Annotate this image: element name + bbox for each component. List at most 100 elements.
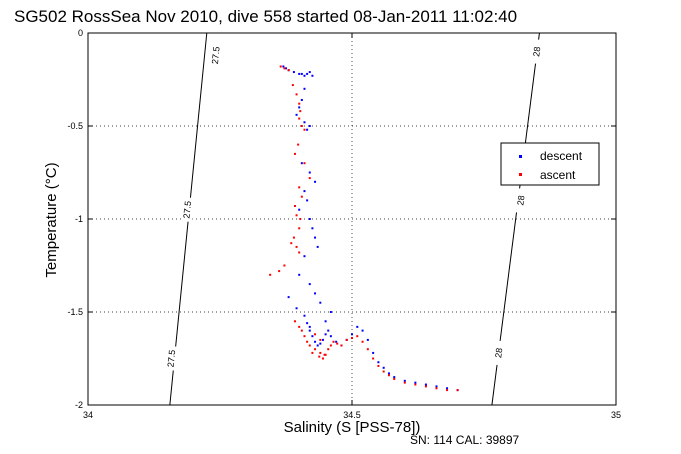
point-descent — [321, 338, 324, 341]
contour-label-bg — [531, 39, 542, 64]
point-descent — [282, 65, 285, 68]
point-descent — [287, 296, 290, 299]
legend-entry-ascent: ascent — [540, 168, 576, 182]
y-tick-label: -1 — [75, 214, 83, 224]
point-descent — [300, 98, 303, 101]
point-descent — [319, 342, 322, 345]
point-descent — [356, 325, 359, 328]
point-ascent — [351, 337, 353, 340]
point-descent — [303, 314, 306, 317]
point-ascent — [393, 377, 396, 380]
point-ascent — [345, 338, 348, 341]
point-ascent — [298, 325, 301, 328]
point-descent — [303, 255, 306, 258]
point-descent — [351, 333, 353, 336]
y-tick-label: 0 — [78, 28, 83, 38]
point-ascent — [319, 351, 322, 354]
point-ascent — [314, 333, 317, 336]
contour-label: 28 — [515, 195, 526, 206]
point-descent — [382, 366, 385, 369]
point-descent — [303, 190, 306, 193]
point-ascent — [287, 69, 290, 72]
point-descent — [292, 71, 295, 74]
point-ascent — [387, 374, 390, 377]
point-ascent — [372, 357, 375, 360]
point-descent — [314, 340, 317, 343]
point-descent — [308, 171, 311, 174]
point-ascent — [403, 381, 406, 384]
point-descent — [316, 245, 319, 248]
point-descent — [435, 385, 438, 388]
point-ascent — [435, 387, 438, 390]
point-ascent — [279, 65, 282, 68]
point-ascent — [278, 270, 281, 273]
point-ascent — [290, 242, 293, 245]
point-descent — [324, 333, 327, 336]
point-descent — [314, 180, 317, 183]
point-ascent — [329, 344, 332, 347]
point-descent — [306, 128, 309, 131]
point-ascent — [298, 251, 301, 254]
point-ascent — [291, 84, 294, 87]
point-descent — [306, 72, 309, 75]
point-descent — [335, 340, 338, 343]
point-ascent — [283, 67, 286, 70]
point-ascent — [382, 370, 385, 373]
point-descent — [314, 292, 317, 295]
point-descent — [387, 372, 390, 375]
point-ascent — [314, 348, 317, 351]
point-descent — [361, 329, 364, 332]
point-descent — [393, 376, 396, 379]
point-ascent — [297, 143, 300, 146]
legend-marker-descent — [519, 155, 522, 158]
density-contours: 27.5 27.5 27.5 28 28 28 — [166, 32, 542, 406]
point-descent — [327, 329, 330, 332]
point-ascent — [298, 186, 301, 189]
point-ascent — [298, 117, 301, 120]
contour-label: 27.5 — [166, 349, 178, 367]
point-descent — [308, 329, 311, 332]
point-descent — [314, 236, 317, 239]
point-descent — [298, 72, 301, 75]
point-descent — [446, 387, 449, 390]
point-ascent — [446, 389, 449, 392]
point-descent — [303, 74, 306, 77]
point-ascent — [340, 344, 343, 347]
point-ascent — [318, 355, 321, 358]
contour-label: 28 — [493, 347, 504, 358]
point-descent — [303, 87, 306, 90]
point-ascent — [321, 357, 324, 360]
point-descent — [316, 344, 319, 347]
chart-title: SG502 RossSea Nov 2010, dive 558 started… — [14, 7, 517, 26]
point-ascent — [300, 329, 303, 332]
point-descent — [308, 283, 311, 286]
contour-label: 27.5 — [210, 46, 222, 64]
point-ascent — [456, 389, 459, 392]
point-ascent — [293, 204, 296, 207]
data-points — [269, 65, 459, 392]
point-descent — [311, 335, 314, 338]
point-descent — [303, 121, 306, 124]
x-tick-label: 34.5 — [343, 410, 361, 420]
point-descent — [311, 227, 314, 230]
x-axis-label: Salinity (S [PSS-78]) — [284, 419, 421, 436]
point-ascent — [303, 162, 306, 165]
point-descent — [298, 273, 301, 276]
point-descent — [424, 383, 427, 386]
point-descent — [308, 71, 311, 74]
point-descent — [403, 379, 406, 382]
point-ascent — [356, 335, 359, 338]
point-ascent — [319, 338, 322, 341]
y-tick-label: -1.5 — [67, 307, 83, 317]
point-descent — [298, 208, 301, 211]
point-descent — [329, 335, 332, 338]
point-ascent — [308, 344, 311, 347]
axis-ticks: 34 34.5 35 -2 -1.5 -1 -0.5 0 — [67, 28, 621, 420]
point-ascent — [293, 320, 296, 323]
point-descent — [300, 162, 303, 165]
point-descent — [285, 67, 287, 70]
point-ascent — [299, 110, 302, 113]
point-descent — [308, 125, 311, 127]
point-ascent — [306, 340, 309, 343]
point-descent — [366, 338, 369, 341]
